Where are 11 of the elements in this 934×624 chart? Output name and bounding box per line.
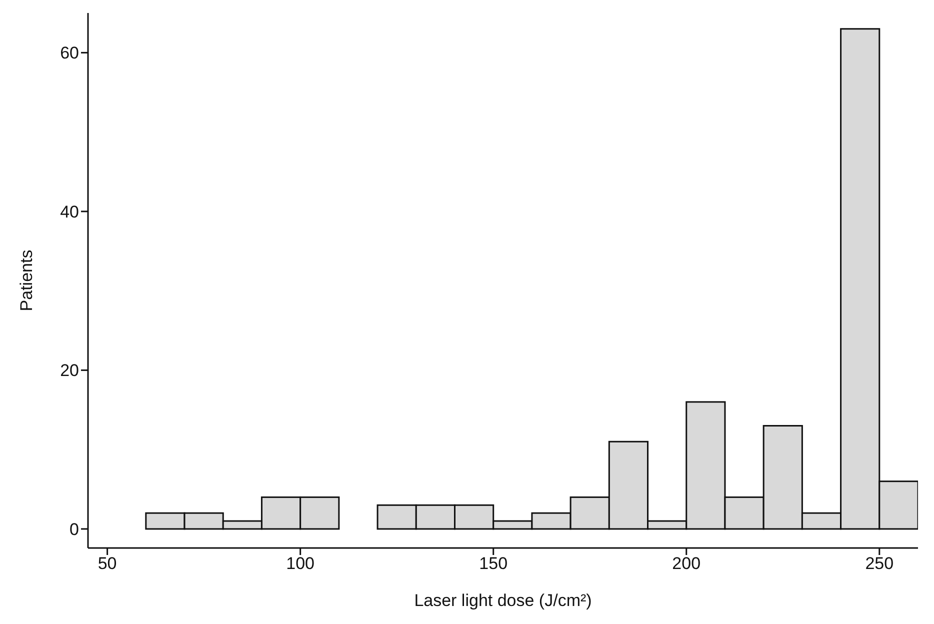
x-tick-label: 50: [98, 554, 117, 574]
x-tick-label: 250: [865, 554, 894, 574]
x-axis-title: Laser light dose (J/cm²): [414, 591, 592, 610]
y-tick-label: 0: [70, 520, 79, 539]
x-tick-label: 100: [286, 554, 315, 574]
y-tick-label: 60: [60, 44, 79, 63]
y-axis-title: Patients: [17, 250, 36, 312]
y-tick-label: 40: [60, 202, 79, 222]
y-tick-label: 20: [60, 361, 79, 380]
x-tick-label: 150: [479, 554, 508, 574]
x-tick-label: 200: [672, 554, 701, 574]
